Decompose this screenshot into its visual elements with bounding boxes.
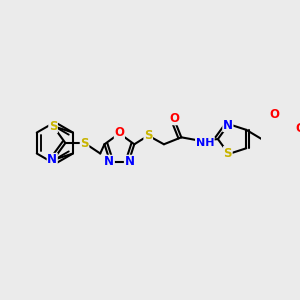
Text: S: S xyxy=(224,147,232,160)
Text: N: N xyxy=(124,155,134,168)
Text: O: O xyxy=(269,108,279,121)
Text: N: N xyxy=(104,155,114,168)
Text: S: S xyxy=(144,129,152,142)
Text: N: N xyxy=(47,153,57,167)
Text: O: O xyxy=(295,122,300,136)
Text: N: N xyxy=(223,118,233,131)
Text: NH: NH xyxy=(196,137,214,148)
Text: S: S xyxy=(49,120,57,133)
Text: O: O xyxy=(114,126,124,139)
Text: S: S xyxy=(80,136,89,149)
Text: O: O xyxy=(169,112,179,125)
